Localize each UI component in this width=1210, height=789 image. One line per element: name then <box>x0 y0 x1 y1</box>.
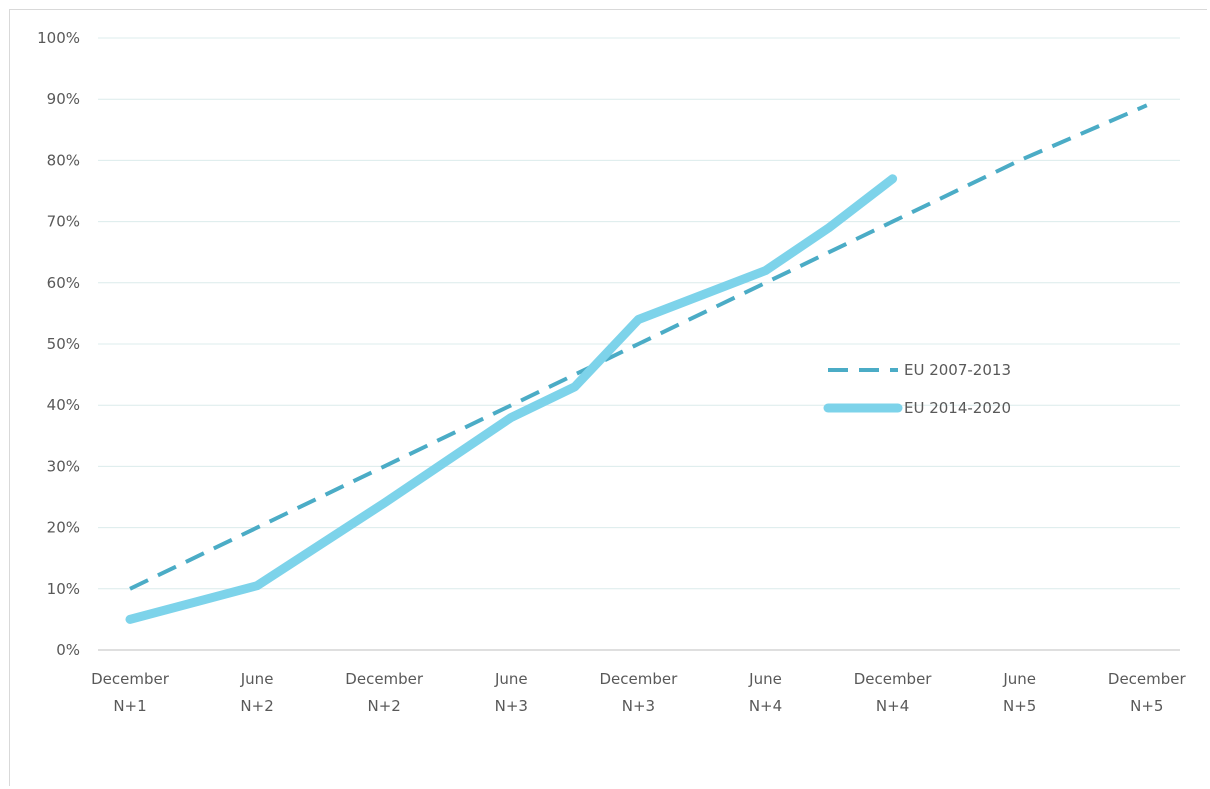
x-tick-label-line: N+1 <box>113 697 146 715</box>
x-tick-label-line: N+2 <box>240 697 273 715</box>
x-tick-label: December N+4 <box>854 670 933 715</box>
x-tick-label-line: June <box>1002 670 1036 688</box>
x-tick-label-line: N+5 <box>1003 697 1036 715</box>
y-tick-label: 60% <box>47 274 80 292</box>
x-tick-label: June N+2 <box>240 670 274 715</box>
x-tick-label: June N+5 <box>1002 670 1036 715</box>
legend-item: EU 2007-2013 <box>828 361 1011 379</box>
y-axis-tick-labels: 0% 10% 20% 30% 40% 50% 60% 70% 80% 90% 100% <box>37 29 80 659</box>
series-line-dashed <box>129 103 1148 591</box>
x-axis-tick-labels: DecemberN+1JuneN+2DecemberN+2JuneN+3Dece… <box>91 670 1186 715</box>
chart-frame <box>9 9 1207 786</box>
legend-item: EU 2014-2020 <box>823 399 1011 417</box>
x-tick-label-line: N+3 <box>495 697 528 715</box>
y-tick-label: 50% <box>47 335 80 353</box>
x-tick-label-line: December <box>1108 670 1187 688</box>
x-tick-label-line: December <box>854 670 933 688</box>
x-tick-label-line: December <box>600 670 679 688</box>
x-tick-label-line: June <box>240 670 274 688</box>
y-tick-label: 80% <box>47 151 80 169</box>
x-tick-label-line: N+5 <box>1130 697 1163 715</box>
y-tick-label: 40% <box>47 396 80 414</box>
x-tick-label-line: June <box>748 670 782 688</box>
y-tick-label: 100% <box>37 29 80 47</box>
y-tick-label: 0% <box>56 641 80 659</box>
y-tick-label: 10% <box>47 580 80 598</box>
legend: EU 2007-2013 EU 2014-2020 <box>823 361 1011 417</box>
x-tick-label-line: N+2 <box>368 697 401 715</box>
x-tick-label: December N+5 <box>1108 670 1187 715</box>
x-tick-label: June N+3 <box>494 670 528 715</box>
legend-label: EU 2007-2013 <box>904 361 1011 379</box>
y-tick-label: 20% <box>47 519 80 537</box>
x-tick-label-line: N+4 <box>749 697 782 715</box>
x-tick-label-line: December <box>91 670 170 688</box>
x-tick-label: December N+2 <box>345 670 424 715</box>
series-lines <box>125 103 1148 624</box>
legend-label: EU 2014-2020 <box>904 399 1011 417</box>
x-tick-label: June N+4 <box>748 670 782 715</box>
x-tick-label: December N+3 <box>600 670 679 715</box>
gridlines <box>98 37 1180 651</box>
y-tick-label: 30% <box>47 457 80 475</box>
series-line-solid <box>125 174 898 624</box>
x-tick-label-line: December <box>345 670 424 688</box>
y-tick-label: 70% <box>47 213 80 231</box>
x-tick-label-line: N+4 <box>876 697 909 715</box>
x-tick-label: December N+1 <box>91 670 170 715</box>
x-tick-label-line: N+3 <box>622 697 655 715</box>
y-tick-label: 90% <box>47 90 80 108</box>
x-tick-label-line: June <box>494 670 528 688</box>
